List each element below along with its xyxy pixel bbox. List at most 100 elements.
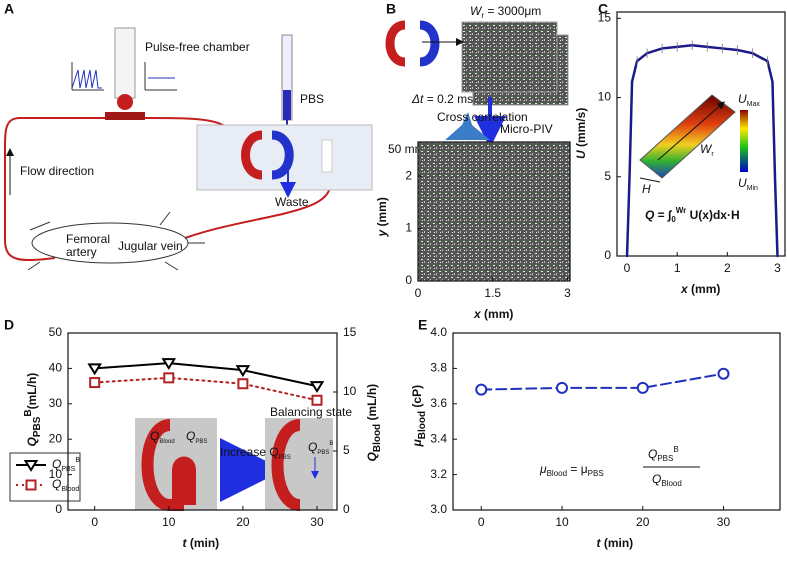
label-part: Δt [411,92,424,106]
label-part: B [329,441,333,447]
x-axis-label: x (mm) [680,282,720,296]
formula-part: 0 [671,215,676,224]
y-tick-label: 40 [49,361,63,375]
marker [717,367,730,380]
x-tick-label: 10 [555,515,569,529]
panel-label: B [386,1,396,17]
legend-label: QBlood [52,477,79,493]
y-tick-label: 3.4 [430,431,447,445]
formula: Q = ∫0Wr U(x)dx·H [645,206,740,224]
legend-label: QPBSB [52,457,80,473]
y-tick-label: 1 [405,221,412,235]
series-line [480,372,725,391]
formula-part: B [673,445,678,454]
label: Δt = 0.2 ms [411,92,473,106]
y-axis-label-part: Blood [417,411,428,439]
y2-tick-label: 0 [343,502,350,516]
marker [235,365,251,378]
legend-marker [25,479,37,491]
y-axis-label: y (mm) [375,197,389,237]
label: Wr = 3000μm [470,4,541,20]
label: Waste [275,195,309,209]
legend-label-part: Q [52,477,61,491]
y2-tick-label: 5 [343,443,350,457]
plot-frame [452,332,781,511]
y-axis-label-part: y [375,229,389,238]
x-tick-label: 30 [717,515,731,529]
x-tick-label: 1 [674,261,681,275]
panel-label: D [4,317,14,333]
label-part: Blood [159,439,174,445]
label-part: U [738,92,747,106]
x-axis-label-part: t [597,536,602,550]
marker [87,363,102,376]
formula-part: U(x)dx·H [686,208,739,222]
y-axis-label: QPBSB(mL/h) [23,373,43,447]
y-tick-label: 0 [405,273,412,287]
x-axis-label-part: (min) [601,536,634,550]
formula-part: Q [645,208,655,222]
x-axis-label-part: (mm) [688,282,721,296]
x-tick-label: 0 [478,515,485,529]
label: H [642,182,651,196]
label-part: PBS [279,455,291,461]
x-axis-label: t (min) [597,536,634,550]
y-axis-label-part: PBS [32,416,43,437]
formula-part: Wr [676,206,687,215]
label-part: r [711,151,714,158]
x-tick-label: 0 [91,515,98,529]
y-tick-label: 3.2 [430,467,447,481]
flow-field [418,142,570,281]
marker [89,377,101,389]
label-part: PBS [195,439,207,445]
marker [163,372,175,384]
label: Wr [700,142,714,158]
y2-tick-label: 15 [343,325,357,339]
label-part: U [738,176,747,190]
x-axis-label-part: x [473,307,482,321]
label-part: Max [747,101,761,108]
y-tick-label: 2 [405,168,412,182]
series-line [93,362,318,388]
y-tick-label: 3.6 [430,396,447,410]
y-tick-label: 15 [598,11,612,25]
y-axis-label-part: (mL/h) [25,373,39,410]
y2-axis-label-part: Blood [372,424,383,452]
label: Increase QPBS [220,445,291,460]
y-axis-label-part: μ [410,439,424,448]
label-part: r [481,11,484,20]
formula-part: = ∫ [654,208,673,222]
marker [309,381,325,394]
label: QPBSB [308,440,333,455]
legend-label-part: B [75,457,80,464]
marker [311,394,323,406]
panel-label: A [4,1,14,17]
label: QBlood [150,429,175,444]
formula-part: Q [652,472,661,486]
x-tick-label: 1.5 [484,286,501,300]
x-tick-label: 0 [415,286,422,300]
formula-part: Blood [661,479,681,488]
label: Micro-PIV [500,122,553,136]
label-part: Increase Q [220,445,279,459]
x-axis-label-part: t [183,536,188,550]
x-axis-label-part: x [680,282,689,296]
formula-part: PBS [588,469,604,478]
x-tick-label: 3 [564,286,571,300]
label: Balancing state [270,405,352,419]
y-axis-label-part: Q [25,437,39,447]
x-tick-label: 10 [162,515,176,529]
formula-part: μ [539,462,547,476]
series-line [93,376,318,402]
label: UMax [738,92,760,108]
y-tick-label: 20 [49,431,63,445]
label: Pulse-free chamber [145,40,250,54]
marker [636,381,649,394]
label-part: PBS [317,450,329,456]
label-part: W [470,4,483,18]
series-line [625,44,779,258]
panel-a-drawing [4,27,373,271]
y-tick-label: 3.8 [430,361,447,375]
legend-label-part: Q [52,457,61,471]
